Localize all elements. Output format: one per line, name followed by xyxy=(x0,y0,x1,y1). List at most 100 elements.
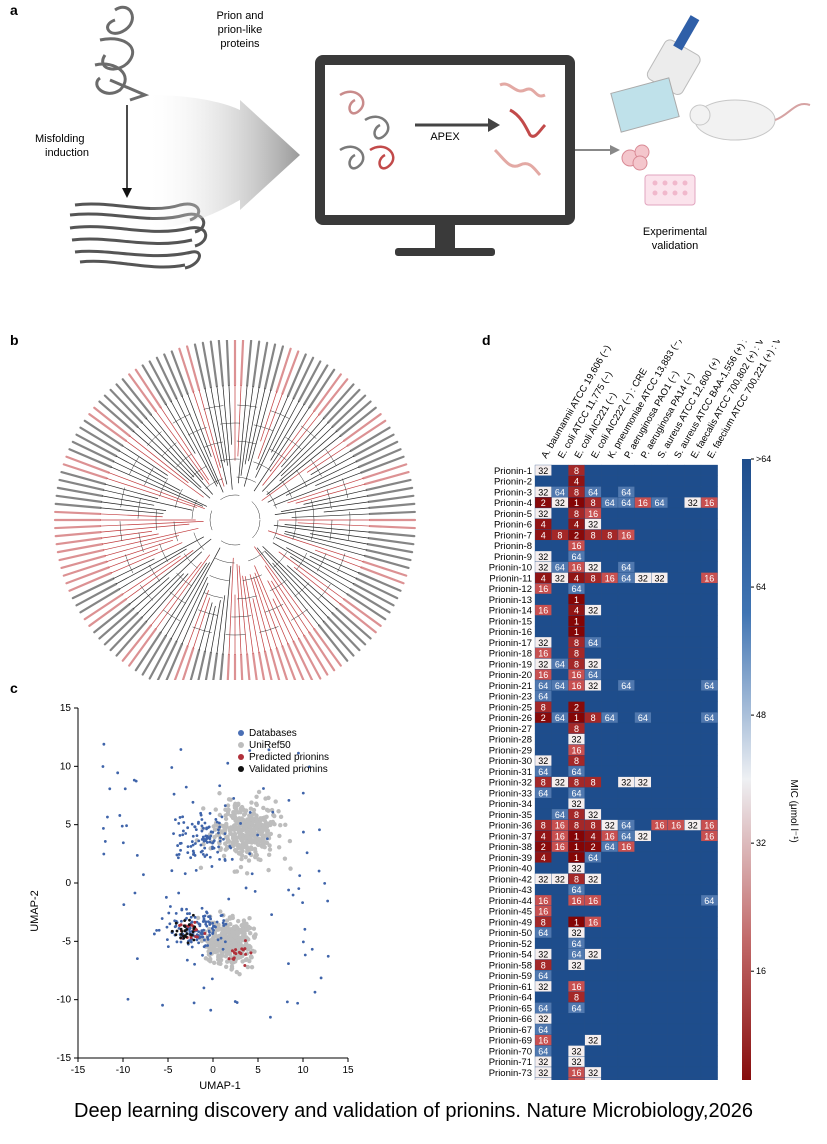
database-point xyxy=(265,837,269,841)
database-point xyxy=(194,842,197,845)
uniref-point xyxy=(248,806,254,811)
heatmap-cell-value: 32 xyxy=(638,778,648,788)
heatmap-cell xyxy=(684,593,702,605)
heatmap-cell xyxy=(617,884,635,896)
tree-branch xyxy=(309,555,357,579)
database-point xyxy=(160,917,164,920)
heatmap-cell xyxy=(700,959,718,971)
heatmap-cell xyxy=(667,475,685,487)
database-point xyxy=(218,858,221,861)
umap-points xyxy=(101,742,330,1019)
heatmap-cell-value: 32 xyxy=(588,1079,598,1081)
tree-leaf xyxy=(239,340,245,387)
heatmap-cell xyxy=(651,647,668,659)
x-tick-label: -10 xyxy=(116,1065,131,1076)
heatmap-cell xyxy=(700,669,718,681)
heatmap-row-label: Prionin-9 xyxy=(494,552,532,563)
heatmap-cell-value: 8 xyxy=(591,573,596,583)
heatmap-cell xyxy=(667,959,685,971)
tree-branch xyxy=(260,391,278,442)
database-point xyxy=(179,940,183,944)
tree-leaf xyxy=(263,343,277,390)
database-point xyxy=(208,855,212,859)
database-point xyxy=(209,917,212,921)
heatmap-row-label: Prionin-4 xyxy=(494,498,532,509)
uniref-point xyxy=(233,840,238,845)
database-point xyxy=(287,799,291,802)
heatmap-cell xyxy=(551,626,569,638)
heatmap-cell xyxy=(651,744,668,756)
heatmap-cell xyxy=(700,937,718,949)
database-point xyxy=(267,748,271,752)
heatmap-cell xyxy=(601,583,619,595)
heatmap-cell xyxy=(700,658,718,670)
tree-leaf xyxy=(178,347,195,393)
heatmap-cell-value: 16 xyxy=(704,821,714,831)
database-point xyxy=(270,913,274,917)
heatmap-cell xyxy=(667,604,685,616)
heatmap-cell xyxy=(551,755,569,767)
database-point xyxy=(220,815,224,819)
heatmap-cell xyxy=(651,636,668,648)
heatmap-cell xyxy=(667,701,685,713)
heatmap-row-label: Prionin-15 xyxy=(489,616,532,627)
colorbar-tick-label: 32 xyxy=(756,838,766,848)
heatmap-cell xyxy=(534,593,552,605)
uniref-point xyxy=(256,836,261,841)
heatmap-cell xyxy=(667,722,685,734)
heatmap-cell xyxy=(684,658,702,670)
uniref-point xyxy=(233,944,239,949)
database-point xyxy=(287,888,290,892)
heatmap-cell xyxy=(684,669,702,681)
heatmap-cell-value: 64 xyxy=(538,928,548,938)
heatmap-cell xyxy=(651,798,668,810)
uniref-point xyxy=(223,954,229,959)
heatmap-cell xyxy=(601,970,619,982)
heatmap-row-label: Prionin-44 xyxy=(489,896,532,907)
tree-branch xyxy=(165,403,196,454)
colorbar xyxy=(742,459,751,1080)
heatmap-cell xyxy=(700,701,718,713)
database-point xyxy=(298,874,302,878)
uniref-point xyxy=(238,864,244,870)
heatmap-cell xyxy=(651,712,668,724)
heatmap-cell xyxy=(651,701,668,713)
database-point xyxy=(186,826,190,830)
tree-leaf xyxy=(165,643,184,680)
heatmap-cell xyxy=(601,765,619,777)
heatmap-cell-value: 32 xyxy=(588,950,598,960)
uniref-point xyxy=(249,964,255,970)
uniref-point xyxy=(221,934,227,939)
heatmap-cell xyxy=(617,669,635,681)
heatmap-cell xyxy=(667,873,685,885)
uniref-point xyxy=(217,940,222,945)
tree-branch xyxy=(110,542,183,574)
tree-branch xyxy=(133,430,211,499)
uniref-point xyxy=(266,867,271,873)
uniref-point xyxy=(246,937,251,942)
heatmap-cell-value: 16 xyxy=(571,681,581,691)
database-point xyxy=(212,924,215,928)
heatmap-cell xyxy=(551,787,569,799)
database-point xyxy=(203,938,206,942)
tree-branch xyxy=(101,530,153,539)
uniref-point xyxy=(249,846,255,852)
heatmap-cell-value: 16 xyxy=(588,509,598,519)
heatmap-cell xyxy=(667,712,685,724)
heatmap-cell-value: 64 xyxy=(555,487,565,497)
tree-branch xyxy=(181,395,224,493)
heatmap-cell-value: 32 xyxy=(621,778,631,788)
uniref-point xyxy=(208,959,213,964)
database-point xyxy=(221,921,225,925)
heatmap-cell-value: 64 xyxy=(571,1003,581,1013)
heatmap-cell xyxy=(667,507,685,519)
tree-branch xyxy=(141,573,184,618)
heatmap-cell xyxy=(634,1013,652,1025)
heatmap-cell xyxy=(700,1013,718,1025)
uniref-point xyxy=(262,815,267,820)
tree-leaf xyxy=(346,593,387,621)
heatmap-cell xyxy=(667,927,685,939)
heatmap-cell xyxy=(601,808,619,820)
heatmap-cell-value: 64 xyxy=(704,896,714,906)
heatmap-cell xyxy=(617,658,635,670)
